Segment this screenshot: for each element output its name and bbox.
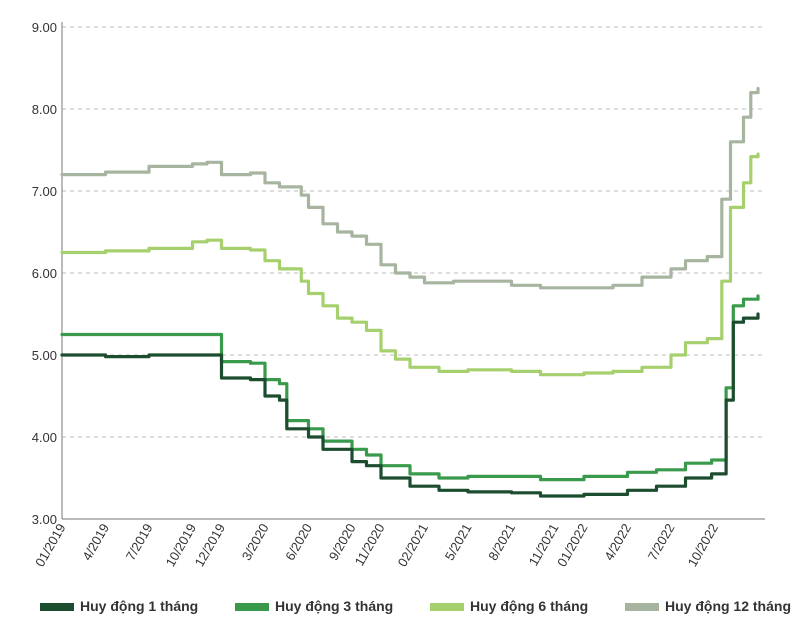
grid-lines [62,26,765,438]
y-tick-label: 5.00 [32,348,57,363]
series-lines [60,86,760,498]
y-tick-label: 9.00 [32,20,57,35]
legend: Huy động 1 tháng Huy động 3 tháng Huy động… [40,598,791,614]
legend-label: Huy động 6 tháng [470,598,588,614]
y-tick-labels: 3.00 4.00 5.00 6.00 7.00 8.00 9.00 [32,20,57,527]
x-tick-label: 7/2019 [123,521,156,563]
x-tick-label: 4/2019 [79,521,112,563]
legend-swatch [40,603,74,611]
series-line-huy-dong-3-thang [60,294,760,482]
legend-swatch [235,603,269,611]
legend-label: Huy động 3 tháng [275,598,393,614]
axes [61,22,765,520]
y-tick-label: 6.00 [32,266,57,281]
x-tick-label: 7/2022 [645,521,678,563]
series-line-huy-dong-1-thang [60,312,760,498]
x-tick-label: 6/2020 [282,521,315,563]
y-tick-label: 3.00 [32,512,57,527]
legend-label: Huy động 1 tháng [80,598,198,614]
legend-swatch [625,603,659,611]
legend-label: Huy động 12 tháng [665,598,791,614]
x-tick-label: 10/2022 [685,521,721,569]
y-tick-label: 7.00 [32,184,57,199]
y-tick-label: 8.00 [32,102,57,117]
x-tick-label: 4/2022 [601,521,634,563]
legend-swatch [430,603,464,611]
x-tick-label: 3/2020 [239,521,272,563]
series-line-huy-dong-12-thang [60,86,760,290]
x-tick-label: 8/2021 [485,521,518,563]
x-tick-label: 01/2019 [32,521,68,569]
y-tick-label: 4.00 [32,430,57,445]
series-line-huy-dong-6-thang [60,152,760,377]
x-tick-label: 02/2021 [395,521,431,569]
x-tick-label: 5/2021 [442,521,475,563]
